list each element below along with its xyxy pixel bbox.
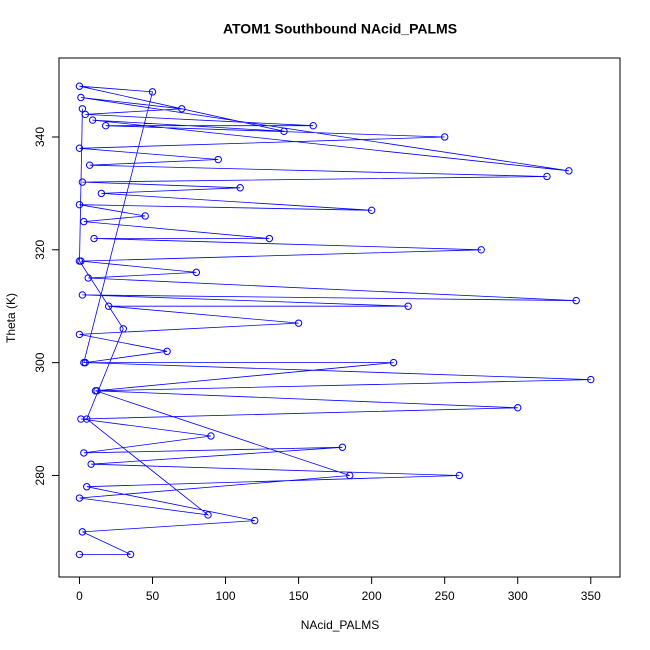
x-tick-label: 0 [76,589,83,603]
data-point [455,471,463,480]
data-point [204,511,212,519]
data-point [78,105,87,113]
data-point [367,206,376,215]
data-point [265,234,274,243]
data-point [80,217,88,226]
data-point [75,257,84,265]
x-tick-label: 100 [216,589,236,603]
data-point [178,105,186,113]
data-point [85,161,94,169]
data-point [141,212,149,220]
y-tick-label: 280 [33,465,47,485]
data-point [514,404,522,412]
data-point [97,189,106,198]
data-point [80,449,88,457]
data-point [119,325,127,333]
data-point [126,550,135,559]
data-point [75,200,84,209]
x-tick-label: 50 [146,589,160,603]
data-point [83,415,91,423]
data-point [77,415,85,423]
y-tick-label: 300 [33,352,47,372]
data-point [78,178,87,186]
data-point [572,296,580,305]
data-point [88,116,97,124]
data-point [102,121,110,130]
data-point [80,358,88,367]
data-point [251,516,259,525]
data-line [79,85,591,555]
data-point [77,93,85,102]
data-point [90,234,98,243]
y-tick-label: 320 [33,239,47,259]
data-point [565,167,573,175]
y-tick-label: 340 [33,127,47,147]
data-point [78,528,87,536]
data-point [294,319,303,327]
data-point [346,471,354,480]
data-point [84,274,92,282]
data-point [78,291,87,299]
data-point [104,302,113,310]
data-point [148,88,157,96]
data-point [280,127,288,136]
x-tick-label: 300 [508,589,528,603]
data-point [75,494,84,502]
data-point [91,387,100,395]
data-point [309,121,317,130]
data-point [75,82,84,90]
data-point [404,302,412,310]
data-point [75,550,84,559]
data-point [163,347,171,356]
data-point [236,184,244,192]
data-point [75,144,84,152]
chart-title: ATOM1 Southbound NAcid_PALMS [223,21,457,37]
data-point [477,246,485,254]
data-point [75,330,84,339]
x-tick-label: 250 [435,589,455,603]
data-point [192,268,201,277]
y-axis-label: Theta (K) [4,293,18,343]
data-point [81,110,89,119]
data-point [87,460,95,468]
plot-frame [58,57,621,578]
x-tick-label: 350 [581,589,601,603]
data-point [389,358,398,367]
x-tick-label: 150 [289,589,309,603]
data-point [440,133,449,141]
data-point [543,172,551,181]
data-point [587,375,595,384]
data-point [207,432,215,440]
x-axis-label: NAcid_PALMS [301,618,379,632]
data-point [83,483,91,491]
data-point [338,443,347,451]
x-tick-label: 200 [362,589,382,603]
data-point [214,155,222,164]
